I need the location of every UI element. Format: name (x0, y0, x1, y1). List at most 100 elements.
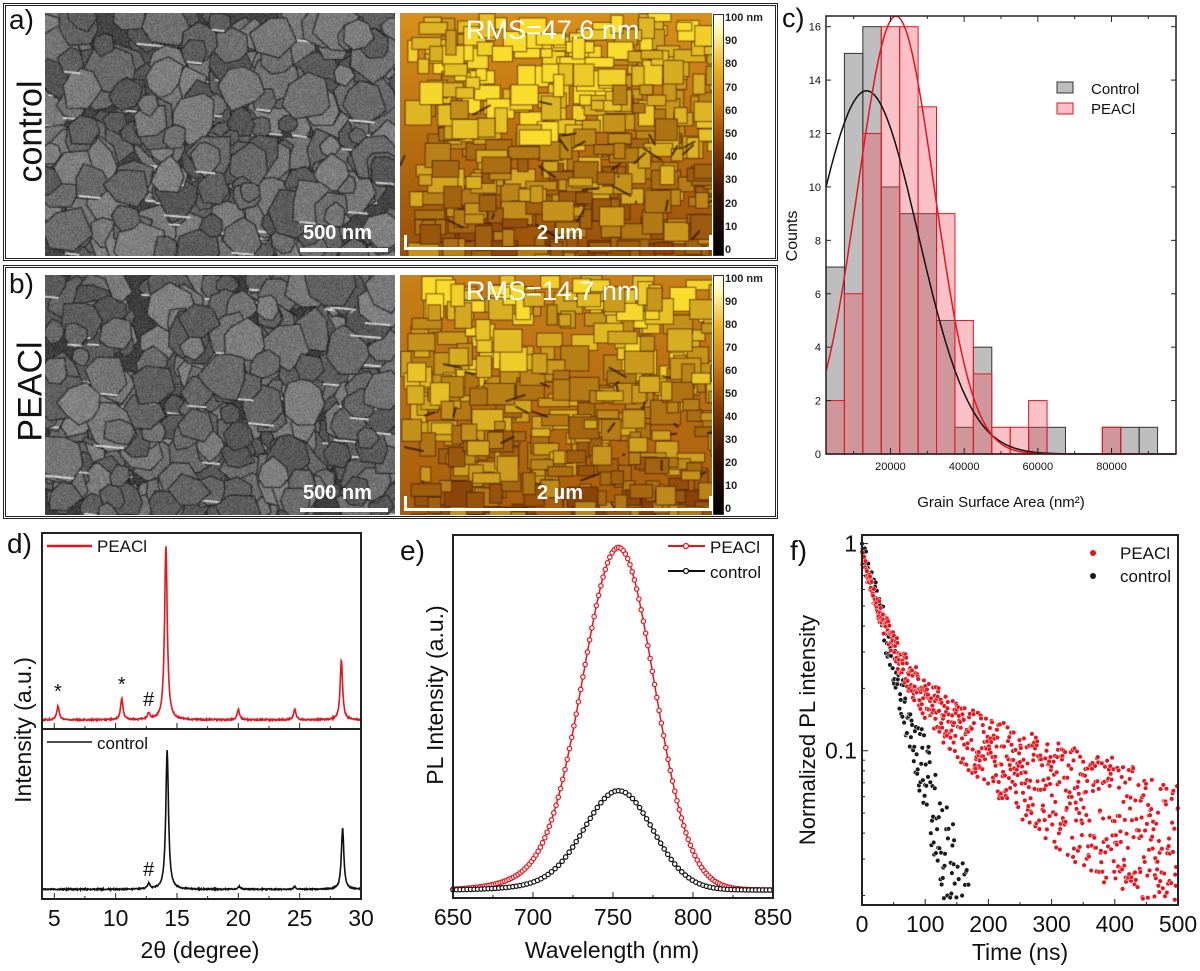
trpl-point-peacl (1118, 839, 1124, 845)
trpl-point-peacl (985, 780, 991, 787)
trpl-point-peacl (1013, 800, 1019, 806)
y-tick-label: 8 (815, 235, 821, 247)
x-tick-label: 30 (348, 905, 374, 931)
panel-e-ylabel: PL Intensity (a.u.) (422, 605, 448, 784)
panel-c-ylabel: Counts (784, 211, 801, 262)
afm-rms-peacl: RMS=14.7 nm (466, 276, 640, 306)
trpl-point-peacl (1076, 810, 1082, 816)
colorbar-tick-label: 20 (725, 197, 738, 210)
pl-data-point (559, 858, 565, 865)
pl-spectrum-control (453, 789, 770, 891)
trpl-point-peacl (1120, 886, 1126, 892)
trpl-point-control (952, 881, 958, 887)
trpl-point-peacl (1001, 744, 1007, 750)
trpl-point-peacl (1149, 834, 1155, 840)
trpl-point-peacl (1132, 797, 1138, 803)
trpl-point-control (950, 821, 956, 827)
trpl-point-peacl (905, 678, 911, 684)
y-tick-label: 6 (815, 289, 821, 301)
pl-data-point (555, 794, 562, 801)
trpl-point-peacl (1168, 880, 1174, 886)
pl-data-point (692, 852, 698, 859)
legend-marker-peacl (682, 542, 690, 550)
trpl-point-peacl (1081, 862, 1087, 868)
trpl-point-peacl (1059, 753, 1065, 759)
y-tick-label: 4 (815, 342, 821, 354)
panel-c-legend-control: Control (1091, 81, 1139, 98)
trpl-point-peacl (1011, 729, 1017, 736)
trpl-point-peacl (1154, 866, 1160, 872)
trpl-point-peacl (1111, 869, 1117, 875)
trpl-point-peacl (1116, 767, 1122, 773)
trpl-point-peacl (1004, 724, 1011, 730)
trpl-point-peacl (1172, 872, 1178, 878)
pl-spectrum-peacl (452, 546, 772, 891)
trpl-point-peacl (920, 695, 926, 701)
trpl-point-control (919, 726, 925, 732)
trpl-point-peacl (1070, 854, 1076, 860)
trpl-point-peacl (1044, 741, 1050, 747)
trpl-point-peacl (971, 720, 977, 726)
trpl-point-control (922, 793, 928, 799)
trpl-point-peacl (903, 655, 909, 661)
pl-data-point (667, 767, 674, 774)
trpl-point-peacl (947, 746, 953, 752)
trpl-point-peacl (1054, 769, 1060, 775)
trpl-point-peacl (980, 722, 986, 728)
trpl-point-peacl (994, 735, 1000, 741)
pl-data-point (564, 756, 571, 763)
pl-data-point (571, 723, 577, 729)
trpl-point-peacl (1028, 810, 1034, 816)
trpl-point-peacl (988, 750, 994, 756)
trpl-point-peacl (1001, 720, 1007, 726)
colorbar-tick-label: 100 nm (725, 12, 763, 24)
trpl-point-control (960, 860, 966, 866)
trpl-point-control (899, 714, 905, 720)
trpl-point-peacl (929, 703, 935, 709)
trpl-point-peacl (1030, 757, 1036, 763)
trpl-point-peacl (1158, 786, 1164, 792)
panel-d-legend-control: control (97, 734, 148, 753)
histogram-bar-peacl (880, 26, 901, 455)
trpl-point-peacl (871, 586, 877, 592)
pl-data-point (645, 642, 651, 649)
pl-data-point (606, 554, 613, 561)
colorbar-tick-label: 0 (725, 244, 732, 256)
trpl-point-peacl (993, 744, 1000, 750)
histogram-bar-peacl (917, 106, 938, 455)
trpl-point-peacl (1047, 781, 1053, 787)
trpl-point-peacl (1155, 883, 1161, 889)
trpl-point-peacl (935, 685, 942, 691)
trpl-point-peacl (1159, 846, 1165, 852)
legend-marker-control (682, 567, 690, 575)
trpl-point-peacl (1129, 817, 1135, 823)
trpl-point-peacl (959, 711, 965, 717)
trpl-point-control (939, 807, 945, 813)
trpl-point-control (897, 691, 903, 697)
trpl-point-peacl (1083, 789, 1089, 795)
sem-image-peacl (45, 275, 395, 515)
trpl-point-peacl (1117, 828, 1123, 835)
colorbar-tick-label: 80 (725, 58, 738, 71)
pl-data-point (662, 744, 669, 751)
afm-image-control (400, 13, 712, 256)
trpl-point-peacl (922, 715, 928, 721)
colorbar-tick-label: 40 (725, 151, 738, 164)
sem-scalebar-peacl (300, 508, 388, 512)
trpl-point-peacl (1081, 805, 1087, 811)
trpl-point-peacl (963, 762, 969, 768)
trpl-point-control (934, 826, 940, 832)
trpl-point-peacl (900, 666, 906, 673)
trpl-point-peacl (1157, 878, 1163, 884)
trpl-point-peacl (1091, 835, 1097, 841)
afm-scalebar-label-peacl: 2 µm (537, 482, 583, 504)
trpl-point-peacl (1119, 866, 1125, 872)
pl-data-point (573, 711, 580, 717)
panel-f-legend-peacl: PEACl (1120, 544, 1170, 563)
trpl-point-peacl (894, 640, 900, 646)
trpl-point-peacl (1102, 764, 1108, 770)
trpl-point-peacl (1012, 782, 1018, 788)
colorbar-tick-label: 40 (725, 411, 738, 423)
colorbar-tick-label: 100 nm (725, 273, 763, 285)
trpl-point-peacl (862, 558, 869, 564)
